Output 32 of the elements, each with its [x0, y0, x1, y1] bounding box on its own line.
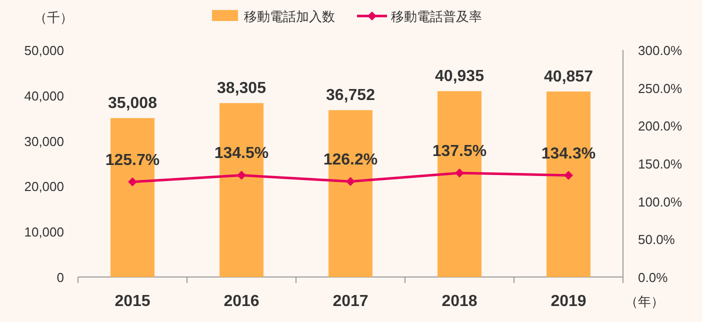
x-tick-label: 2019 [550, 293, 586, 310]
y2-tick-label: 50.0% [638, 232, 676, 248]
data-label: 40,935 [435, 68, 484, 86]
data-label: 38,305 [217, 80, 266, 98]
y-tick-label: 0 [56, 270, 64, 285]
point [237, 170, 246, 180]
y-tick-label: 50,000 [24, 43, 64, 58]
legend-label: 移動電話普及率 [391, 9, 482, 24]
x-tick-label: 2018 [442, 293, 478, 310]
legend-label: 移動電話加入数 [244, 9, 335, 24]
y-tick-label: 40,000 [24, 88, 64, 104]
x-tick-label: 2017 [332, 293, 368, 310]
y2-tick-label: 250.0% [638, 80, 683, 96]
point [128, 177, 137, 186]
data-label: 40,857 [544, 68, 594, 86]
x-tick-label: 2015 [114, 293, 150, 310]
point [564, 170, 573, 180]
point [346, 177, 355, 186]
y-axis-title: （千） [34, 10, 73, 25]
y2-tick-label: 200.0% [638, 118, 683, 134]
point [455, 168, 464, 178]
x-tick-label: 2016 [224, 293, 260, 310]
y2-tick-label: 300.0% [638, 43, 683, 58]
y-tick-label: 20,000 [24, 179, 64, 194]
y2-tick-label: 0.0% [638, 270, 668, 285]
y-tick-label: 10,000 [24, 224, 64, 240]
data-label: 36,752 [326, 87, 376, 104]
y2-tick-label: 100.0% [638, 194, 683, 210]
x-axis-title: （年） [625, 294, 664, 309]
y-tick-label: 30,000 [24, 134, 64, 149]
data-label: 35,008 [108, 95, 158, 112]
y2-tick-label: 150.0% [638, 156, 683, 172]
